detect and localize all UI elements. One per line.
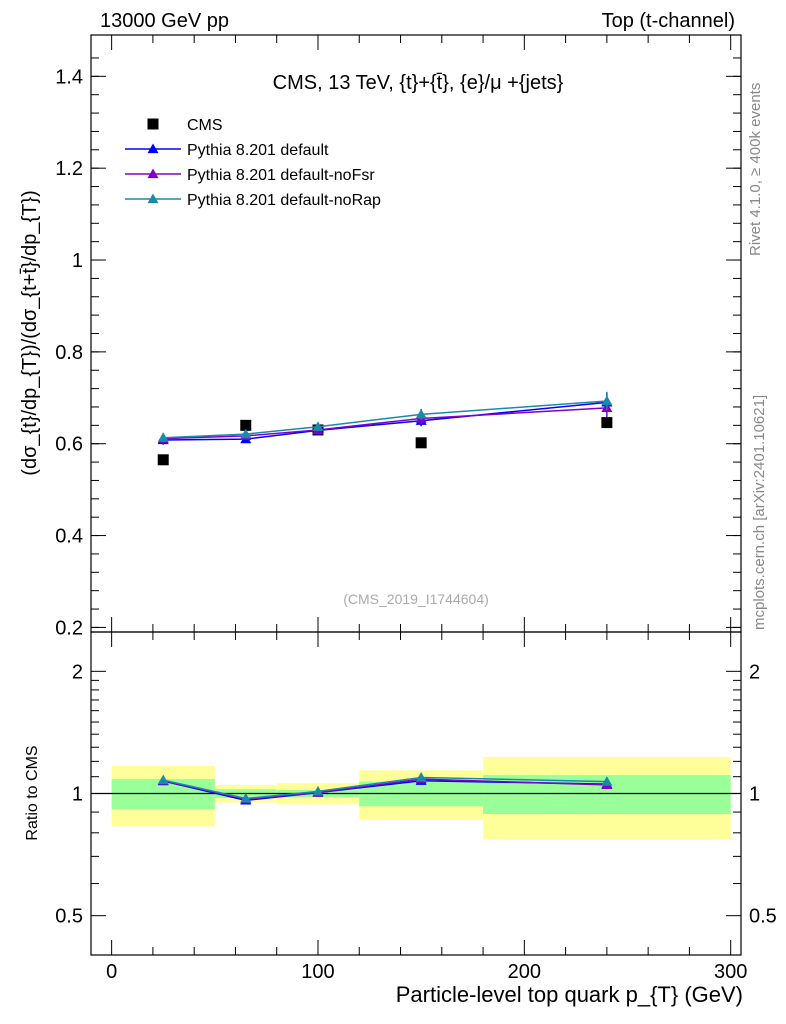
main-y-axis: 0.2 0.4 0.6 0.8 1 1.2 1.4 [55, 57, 741, 639]
legend-marker [147, 143, 159, 154]
ratio-y-tick-label: 1 [72, 784, 83, 806]
mc-point [312, 421, 324, 431]
legend-label: CMS [187, 117, 223, 134]
ratio-y-axis: 0.5 0.5 1 1 2 2 [55, 661, 777, 927]
mc-point [240, 428, 252, 439]
ratio-point [312, 785, 324, 796]
mc-line-3 [163, 400, 607, 439]
main-y-tick-label: 0.4 [55, 526, 83, 548]
cms-data-point [240, 419, 252, 431]
main-y-tick-label: 0.8 [55, 342, 83, 364]
ratio-y-tick-label-right: 0.5 [749, 906, 777, 928]
ratio-y-label: Ratio to CMS [24, 745, 41, 840]
cms-data-point [415, 437, 427, 449]
mc-point [601, 395, 613, 406]
rivet-label: Rivet 4.1.0, ≥ 400k events [747, 83, 764, 256]
legend-label: Pythia 8.201 default [187, 142, 329, 159]
ratio-uncertainty-bands [111, 757, 731, 840]
header-left: 13000 GeV pp [100, 10, 229, 32]
main-y-tick-label: 1 [72, 250, 83, 272]
main-y-tick-label: 1.4 [55, 66, 83, 88]
ratio-point [240, 793, 252, 803]
x-tick-label: 100 [301, 961, 334, 983]
ratio-y-tick-label: 2 [72, 661, 83, 683]
mc-point [157, 432, 169, 442]
x-tick-label: 0 [106, 961, 117, 983]
legend: CMS Pythia 8.201 default Pythia 8.201 defa… [125, 117, 381, 209]
ratio-point [601, 776, 613, 786]
main-y-tick-label: 0.2 [55, 617, 83, 639]
main-series [157, 391, 613, 466]
legend-label: Pythia 8.201 default-noFsr [187, 167, 375, 184]
ratio-point [415, 772, 427, 782]
mcplots-label: mcplots.cern.ch [arXiv:2401.10621] [751, 395, 768, 630]
x-tick-label: 200 [508, 961, 541, 983]
ratio-y-tick-label-right: 1 [749, 784, 760, 806]
ratio-panel: 0.5 0.5 1 1 2 2 0 100 200 300 Ratio to CMS Parti… [24, 631, 777, 1007]
header-right: Top (t-channel) [602, 10, 735, 32]
legend-marker [147, 168, 159, 179]
cms-data-point [601, 417, 613, 429]
legend-label: Pythia 8.201 default-noRap [187, 192, 381, 209]
main-panel: 0.2 0.4 0.6 0.8 1 1.2 1.4 CMS, 13 TeV, {t}+{t̄… [19, 34, 742, 639]
ratio-x-axis: 0 100 200 300 [106, 632, 747, 983]
ratio-y-tick-label: 0.5 [55, 906, 83, 928]
main-y-label: (dσ_{t}/dp_{T})/(dσ_{t+t̄}/dp_{T}) [19, 190, 41, 475]
main-title: CMS, 13 TeV, {t}+{t̄}, {e}/μ +{jets} [273, 72, 564, 94]
ratio-point [157, 774, 169, 785]
legend-marker-cms [147, 118, 159, 130]
x-axis-label: Particle-level top quark p_{T} (GeV) [396, 982, 743, 1007]
main-y-tick-label: 0.6 [55, 434, 83, 456]
cms-data-point [157, 454, 169, 466]
legend-marker [147, 193, 159, 204]
main-x-minor-ticks [111, 35, 732, 632]
ratio-y-tick-label-right: 2 [749, 661, 760, 683]
ratio-series [157, 772, 613, 805]
x-tick-label: 300 [714, 961, 747, 983]
main-y-tick-label: 1.2 [55, 158, 83, 180]
mc-point [415, 408, 427, 419]
analysis-watermark: (CMS_2019_I1744604) [343, 591, 489, 607]
